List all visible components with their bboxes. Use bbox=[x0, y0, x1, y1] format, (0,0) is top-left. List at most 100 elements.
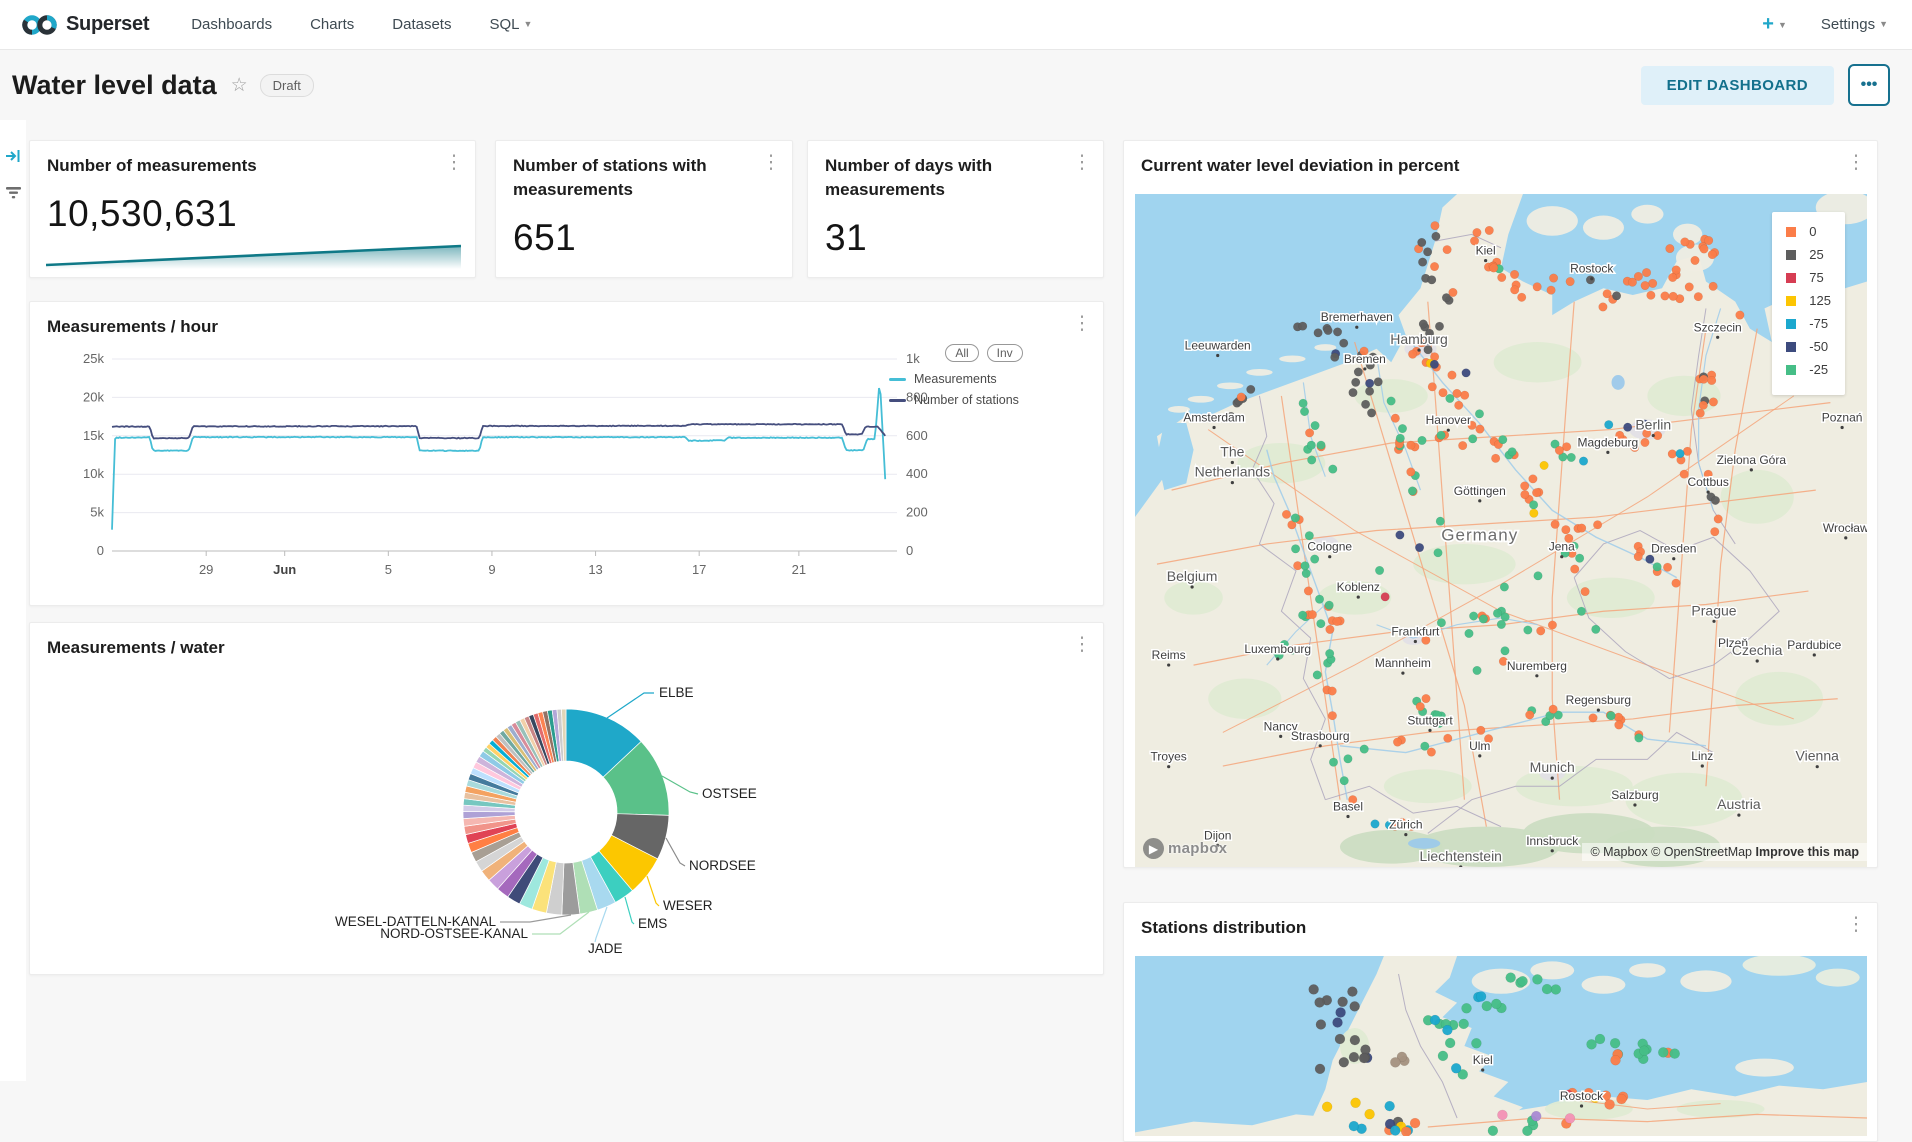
svg-text:Prague: Prague bbox=[1691, 602, 1736, 618]
svg-text:Basel: Basel bbox=[1333, 799, 1363, 813]
nav-datasets[interactable]: Datasets bbox=[392, 16, 451, 33]
map-canvas[interactable]: KielRostock bbox=[1135, 956, 1867, 1136]
stations-distribution-card: Stations distribution ⋮ KielRostock bbox=[1123, 902, 1878, 1142]
legend-item-measurements[interactable]: Measurements bbox=[889, 372, 1089, 386]
svg-text:Regensburg: Regensburg bbox=[1566, 693, 1631, 707]
series-swatch bbox=[889, 378, 906, 381]
legend-item-stations[interactable]: Number of stations bbox=[889, 393, 1089, 407]
map-legend-item[interactable]: -25 bbox=[1786, 362, 1831, 377]
svg-text:Rostock: Rostock bbox=[1570, 262, 1614, 276]
nav-sql[interactable]: SQL▼ bbox=[489, 16, 532, 33]
map-attribution: © Mapbox © OpenStreetMap Improve this ma… bbox=[1582, 843, 1867, 861]
svg-text:WESER: WESER bbox=[663, 898, 713, 913]
chevron-down-icon: ▼ bbox=[523, 19, 532, 29]
expand-filters-icon[interactable] bbox=[5, 148, 21, 164]
map-legend-item[interactable]: 25 bbox=[1786, 247, 1831, 262]
draft-badge: Draft bbox=[260, 74, 314, 97]
kebab-menu-icon[interactable]: ⋮ bbox=[443, 151, 465, 174]
svg-text:Munich: Munich bbox=[1530, 759, 1575, 775]
kebab-menu-icon[interactable]: ⋮ bbox=[1845, 151, 1867, 174]
svg-text:JADE: JADE bbox=[588, 941, 623, 956]
svg-text:Poznań: Poznań bbox=[1822, 410, 1863, 424]
legend-value-label: 125 bbox=[1809, 293, 1831, 308]
svg-text:5k: 5k bbox=[90, 505, 104, 520]
map-canvas[interactable]: KielRostockSzczecinHamburgBremerhavenBre… bbox=[1135, 194, 1867, 867]
favorite-star-icon[interactable]: ☆ bbox=[231, 74, 248, 97]
map-legend-item[interactable]: -75 bbox=[1786, 316, 1831, 331]
svg-text:Reims: Reims bbox=[1152, 648, 1186, 662]
nav-dashboards[interactable]: Dashboards bbox=[191, 16, 272, 33]
svg-text:200: 200 bbox=[906, 505, 928, 520]
svg-text:25k: 25k bbox=[83, 351, 104, 366]
card-title: Stations distribution bbox=[1141, 916, 1306, 940]
svg-text:Magdeburg: Magdeburg bbox=[1578, 435, 1639, 449]
map-legend-item[interactable]: 125 bbox=[1786, 293, 1831, 308]
improve-map-link[interactable]: Improve this map bbox=[1756, 845, 1860, 859]
svg-text:10k: 10k bbox=[83, 466, 104, 481]
chevron-down-icon: ▼ bbox=[1778, 20, 1787, 30]
svg-text:Pardubice: Pardubice bbox=[1787, 638, 1841, 652]
measurements-per-water-card: Measurements / water ⋮ ELBEOSTSEENORDSEE… bbox=[29, 622, 1104, 975]
more-options-button[interactable]: ••• bbox=[1848, 64, 1890, 106]
svg-text:NORDSEE: NORDSEE bbox=[689, 858, 756, 873]
svg-text:Rostock: Rostock bbox=[1560, 1089, 1604, 1103]
svg-text:Hanover: Hanover bbox=[1426, 413, 1471, 427]
svg-text:Berlin: Berlin bbox=[1635, 417, 1671, 433]
map-legend: 0 25 75 125 -75 -50 -25 bbox=[1772, 212, 1845, 395]
nav-charts[interactable]: Charts bbox=[310, 16, 354, 33]
kebab-menu-icon[interactable]: ⋮ bbox=[760, 151, 782, 174]
svg-text:5: 5 bbox=[385, 562, 392, 577]
svg-text:Bremen: Bremen bbox=[1344, 352, 1386, 366]
trend-sparkline bbox=[46, 241, 461, 269]
svg-text:0: 0 bbox=[906, 543, 913, 558]
kpi-value: 31 bbox=[825, 217, 867, 259]
svg-text:Leeuwarden: Leeuwarden bbox=[1185, 338, 1251, 352]
kebab-menu-icon[interactable]: ⋮ bbox=[1071, 151, 1093, 174]
new-item-button[interactable]: +▼ bbox=[1762, 13, 1787, 36]
map-legend-item[interactable]: -50 bbox=[1786, 339, 1831, 354]
superset-logo[interactable]: Superset bbox=[22, 12, 149, 38]
card-title: Number of stations with measurements bbox=[513, 154, 743, 202]
legend-value-label: -50 bbox=[1809, 339, 1828, 354]
svg-text:Troyes: Troyes bbox=[1151, 750, 1187, 764]
svg-text:15k: 15k bbox=[83, 428, 104, 443]
legend-all-button[interactable]: All bbox=[945, 344, 978, 362]
svg-text:Belgium: Belgium bbox=[1167, 568, 1218, 584]
legend-value-label: 0 bbox=[1809, 224, 1816, 239]
svg-text:Bremerhaven: Bremerhaven bbox=[1321, 310, 1393, 324]
svg-text:13: 13 bbox=[588, 562, 602, 577]
settings-menu[interactable]: Settings▼ bbox=[1821, 16, 1888, 33]
svg-text:WESEL-DATTELN-KANAL: WESEL-DATTELN-KANAL bbox=[335, 914, 497, 929]
filter-rail bbox=[0, 120, 26, 1081]
kebab-menu-icon[interactable]: ⋮ bbox=[1845, 913, 1867, 936]
svg-text:Czechia: Czechia bbox=[1732, 642, 1783, 658]
svg-text:400: 400 bbox=[906, 466, 928, 481]
svg-text:Luxembourg: Luxembourg bbox=[1244, 642, 1311, 656]
map-legend-item[interactable]: 75 bbox=[1786, 270, 1831, 285]
svg-text:Stuttgart: Stuttgart bbox=[1407, 713, 1453, 727]
svg-text:Germany: Germany bbox=[1441, 526, 1518, 545]
svg-text:Netherlands: Netherlands bbox=[1195, 464, 1271, 480]
svg-text:Kiel: Kiel bbox=[1476, 244, 1496, 258]
donut-chart[interactable]: ELBEOSTSEENORDSEEWESEREMSJADENORD-OSTSEE… bbox=[30, 641, 1104, 975]
svg-text:9: 9 bbox=[488, 562, 495, 577]
legend-color-swatch bbox=[1786, 296, 1796, 306]
legend-inv-button[interactable]: Inv bbox=[987, 344, 1023, 362]
svg-text:Innsbruck: Innsbruck bbox=[1526, 834, 1579, 848]
svg-text:OSTSEE: OSTSEE bbox=[702, 786, 757, 801]
svg-text:Koblenz: Koblenz bbox=[1337, 580, 1380, 594]
legend-value-label: -25 bbox=[1809, 362, 1828, 377]
edit-dashboard-button[interactable]: EDIT DASHBOARD bbox=[1641, 66, 1834, 105]
svg-text:Wrocław: Wrocław bbox=[1823, 521, 1867, 535]
legend-color-swatch bbox=[1786, 250, 1796, 260]
legend-value-label: 25 bbox=[1809, 247, 1823, 262]
svg-text:17: 17 bbox=[692, 562, 706, 577]
kpi-value: 651 bbox=[513, 217, 576, 259]
legend-color-swatch bbox=[1786, 227, 1796, 237]
mapbox-logo[interactable]: ▶mapbox bbox=[1143, 838, 1227, 859]
map-legend-item[interactable]: 0 bbox=[1786, 224, 1831, 239]
filter-icon[interactable] bbox=[6, 186, 21, 200]
svg-text:Dresden: Dresden bbox=[1651, 542, 1696, 556]
legend-color-swatch bbox=[1786, 365, 1796, 375]
svg-text:Zürich: Zürich bbox=[1389, 818, 1422, 832]
